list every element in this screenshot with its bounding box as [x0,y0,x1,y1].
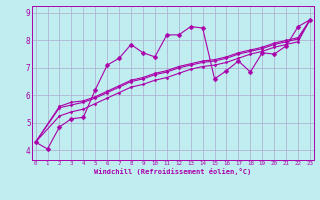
X-axis label: Windchill (Refroidissement éolien,°C): Windchill (Refroidissement éolien,°C) [94,168,252,175]
